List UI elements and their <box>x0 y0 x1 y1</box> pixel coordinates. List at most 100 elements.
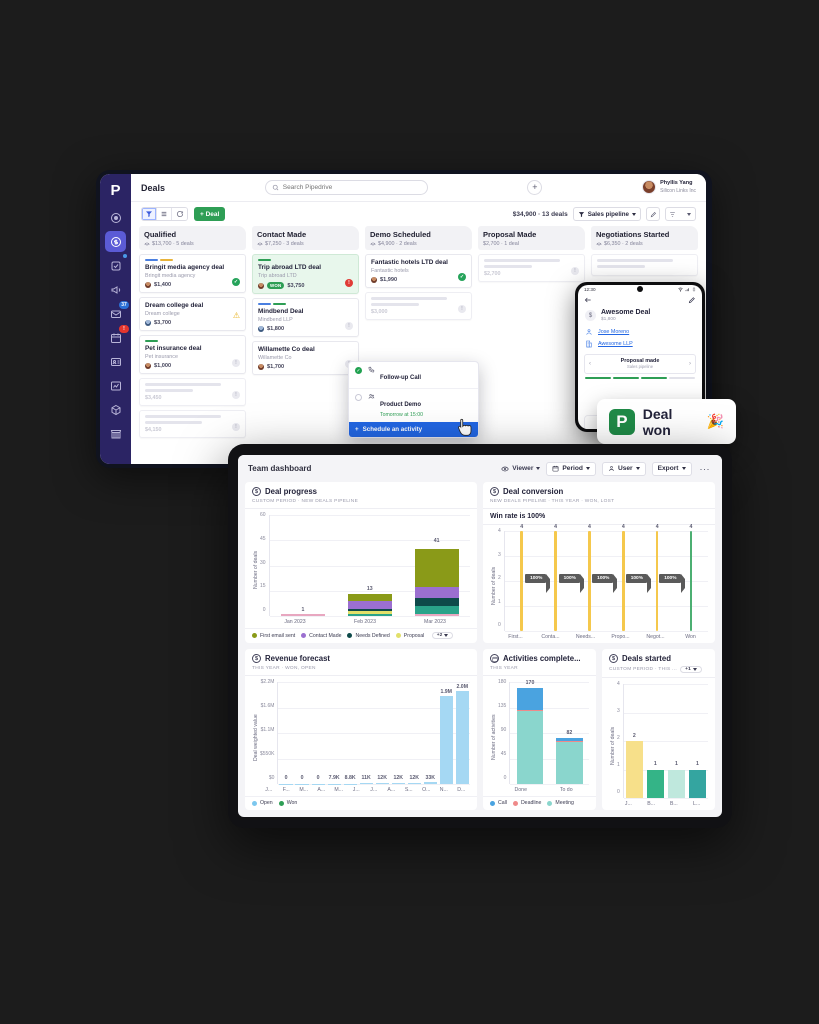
activity-item[interactable]: Product Demo Tomorrow at 15:00 <box>349 388 478 422</box>
deal-card-placeholder[interactable]: $3,450 ! <box>139 378 246 406</box>
deal-card[interactable]: Dream college deal Dream college $3,700 … <box>139 297 246 331</box>
bar-group[interactable]: 11K <box>359 682 373 784</box>
bar-group[interactable]: 41 <box>414 515 459 616</box>
deal-card[interactable]: Bringit media agency deal Bringit media … <box>139 254 246 293</box>
deal-card-placeholder[interactable] <box>591 254 698 276</box>
export-button[interactable]: Export <box>651 461 692 476</box>
bar-group[interactable]: 1 <box>646 684 664 798</box>
add-deal-button[interactable]: + Deal <box>194 207 226 221</box>
sidebar-item-contacts[interactable] <box>105 351 126 372</box>
filter-button[interactable] <box>666 208 679 220</box>
pipeline-select[interactable]: Sales pipeline <box>572 207 641 221</box>
more-options-button[interactable] <box>682 208 695 220</box>
activity-status-icon[interactable]: ! <box>571 267 579 275</box>
activity-status-icon[interactable]: ! <box>458 305 466 313</box>
bar-group[interactable]: 4 <box>607 524 640 631</box>
more-menu-button[interactable]: ··· <box>699 463 710 474</box>
tab-list-view[interactable] <box>157 208 172 220</box>
search-input[interactable] <box>282 184 421 191</box>
bar-group[interactable]: 33K <box>423 682 437 784</box>
deal-card[interactable]: Mindbend Deal Mindbend LLP $1,800 ! <box>252 298 359 337</box>
deal-card[interactable]: Willamette Co deal Willamette Co $1,700 … <box>252 341 359 375</box>
legend-item[interactable]: Contact Made <box>301 633 341 639</box>
deal-card[interactable]: Pet insurance deal Pet insurance $1,000 … <box>139 335 246 374</box>
legend-more-button[interactable]: +2 <box>431 632 454 639</box>
activity-popup[interactable]: ✓ Follow-up Call Product Demo To <box>348 361 479 438</box>
schedule-activity-button[interactable]: + Schedule an activity <box>349 422 478 437</box>
bar-group[interactable]: 1.9M <box>439 682 453 784</box>
phone-person-link[interactable]: Jose Moreno <box>578 326 702 338</box>
legend-more-button[interactable]: +1 <box>680 666 703 673</box>
bar-group[interactable]: 4 <box>641 524 674 631</box>
activity-item[interactable]: ✓ Follow-up Call <box>349 362 478 388</box>
bar-group[interactable]: 1 <box>667 684 685 798</box>
legend-item[interactable]: Meeting <box>547 800 574 806</box>
edit-pipeline-button[interactable] <box>646 207 660 221</box>
activity-status-icon[interactable]: ✓ <box>458 273 466 281</box>
legend-item[interactable]: Needs Defined <box>347 633 390 639</box>
bar-group[interactable]: 12K <box>391 682 405 784</box>
chevron-right-icon[interactable]: › <box>689 360 691 367</box>
bar-group[interactable]: 7.9K <box>327 682 341 784</box>
bar-group[interactable]: 1 <box>280 515 326 616</box>
deal-card-placeholder[interactable]: $2,700 ! <box>478 254 585 282</box>
activity-status-icon[interactable]: ! <box>232 391 240 399</box>
sidebar-item-deals[interactable] <box>105 231 126 252</box>
legend-item[interactable]: Call <box>490 800 507 806</box>
user-selector[interactable]: User <box>601 461 646 476</box>
sidebar-item-leads[interactable] <box>105 207 126 228</box>
bar-group[interactable]: 4 <box>573 524 606 631</box>
deal-card-placeholder[interactable]: $3,000 ! <box>365 292 472 320</box>
sidebar-item-campaigns[interactable] <box>105 279 126 300</box>
bar-group[interactable]: 8.8K <box>343 682 357 784</box>
bar-group[interactable]: 13 <box>347 515 392 616</box>
bar-group[interactable]: 170 <box>516 680 544 784</box>
activity-status-icon[interactable]: ! <box>232 359 240 367</box>
phone-stage-selector[interactable]: ‹ Proposal made Sales pipeline › <box>584 354 696 374</box>
viewer-selector[interactable]: Viewer <box>501 465 541 473</box>
search-box[interactable] <box>264 180 428 195</box>
deal-card[interactable]: Fantastic hotels LTD deal Fantastic hote… <box>365 254 472 288</box>
chevron-left-icon[interactable]: ‹ <box>589 360 591 367</box>
deal-card-placeholder[interactable]: $4,150 ! <box>139 410 246 438</box>
tab-forecast-view[interactable] <box>172 208 187 220</box>
legend-item[interactable]: Open <box>252 800 273 806</box>
bar-group[interactable]: 4 <box>539 524 572 631</box>
deal-card-won[interactable]: Trip abroad LTD deal Trip abroad LTD WON… <box>252 254 359 294</box>
bar-group[interactable]: 82 <box>555 682 583 784</box>
period-selector[interactable]: Period <box>546 461 596 476</box>
sidebar-item-products[interactable] <box>105 399 126 420</box>
user-menu[interactable]: Phyllis Yang Silicon Links Inc <box>642 180 696 195</box>
activity-status-icon[interactable]: ✓ <box>232 278 240 286</box>
sidebar-item-activities[interactable] <box>105 254 127 276</box>
phone-org-link[interactable]: Awesome LLP <box>578 338 702 350</box>
legend-item[interactable]: Won <box>278 800 297 806</box>
sidebar-item-mail[interactable]: 37 <box>105 301 129 324</box>
legend-item[interactable]: First email sent <box>252 633 295 639</box>
arrow-left-icon[interactable] <box>584 296 592 304</box>
activity-status-icon[interactable]: ! <box>345 279 353 287</box>
sidebar-item-calendar[interactable]: ! <box>105 325 129 348</box>
legend-item[interactable]: Proposal Made <box>395 633 426 639</box>
sidebar-item-marketplace[interactable] <box>105 423 126 444</box>
bar-group[interactable]: 12K <box>407 682 421 784</box>
bar-group[interactable]: 1 <box>689 684 706 798</box>
bar-group[interactable]: 12K <box>375 682 389 784</box>
activity-status-icon[interactable]: ! <box>232 423 240 431</box>
add-button[interactable]: + <box>527 180 543 195</box>
bar-group[interactable]: 0 <box>311 682 325 784</box>
activity-status-icon[interactable]: ! <box>345 322 353 330</box>
bar-group[interactable]: 4 <box>675 524 708 631</box>
pencil-icon[interactable] <box>688 296 696 304</box>
bar-group[interactable]: 4 <box>505 524 538 631</box>
sidebar-item-insights[interactable] <box>105 375 126 396</box>
legend-item[interactable]: Deadline <box>512 800 541 806</box>
deal-won-notification[interactable]: P Deal won 🎉 <box>597 399 736 444</box>
bar-group[interactable]: 0 <box>279 682 293 784</box>
warning-icon[interactable]: ⚠ <box>232 311 240 320</box>
activity-done-checkbox[interactable]: ✓ <box>355 367 362 374</box>
bar-group[interactable]: 2.0M <box>455 682 469 784</box>
bar-group[interactable]: 2 <box>625 684 643 798</box>
tab-pipeline-view[interactable] <box>142 208 157 220</box>
activity-todo-checkbox[interactable] <box>355 394 362 401</box>
